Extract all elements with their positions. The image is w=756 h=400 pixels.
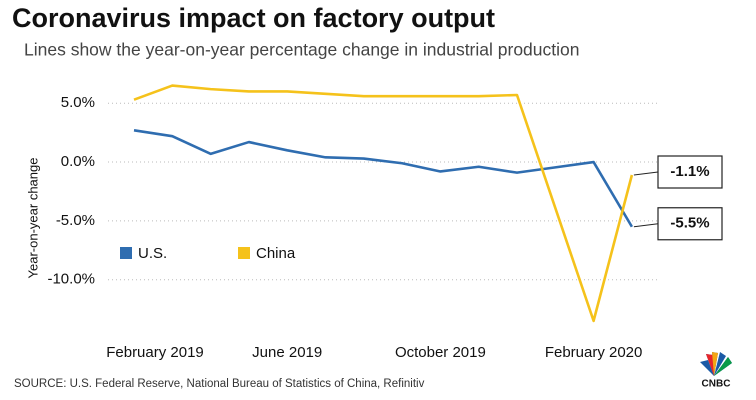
- logo-mark: [706, 354, 714, 376]
- label-connector: [633, 223, 659, 228]
- series-line: [133, 84, 634, 323]
- y-tick-label: 0.0%: [61, 153, 95, 170]
- logo-mark: [714, 357, 732, 376]
- logo-text: CNBC: [702, 379, 731, 390]
- legend-swatch: [120, 247, 132, 259]
- label-box: [657, 207, 723, 241]
- logo-mark: [712, 352, 718, 376]
- x-tick-label: October 2019: [395, 344, 486, 361]
- legend-label: U.S.: [138, 245, 167, 262]
- logo: CNBC: [700, 352, 732, 390]
- y-axis-label: Year-on-year change: [25, 158, 40, 279]
- data-label: -5.5%: [670, 215, 709, 232]
- legend-swatch: [238, 247, 250, 259]
- chart-subtitle: Lines show the year-on-year percentage c…: [24, 40, 579, 60]
- y-tick-label: -10.0%: [47, 271, 95, 288]
- label-connector: [633, 171, 659, 176]
- chart-title: Coronavirus impact on factory output: [12, 3, 495, 33]
- x-tick-label: February 2020: [545, 344, 643, 361]
- label-box: [657, 155, 723, 189]
- legend-label: China: [256, 245, 296, 262]
- x-tick-label: February 2019: [106, 344, 204, 361]
- data-label: -1.1%: [670, 163, 709, 180]
- source: SOURCE: U.S. Federal Reserve, National B…: [14, 378, 425, 390]
- y-tick-label: 5.0%: [61, 94, 95, 111]
- x-tick-label: June 2019: [252, 344, 322, 361]
- y-tick-label: -5.0%: [56, 212, 95, 229]
- series-line: [133, 129, 634, 228]
